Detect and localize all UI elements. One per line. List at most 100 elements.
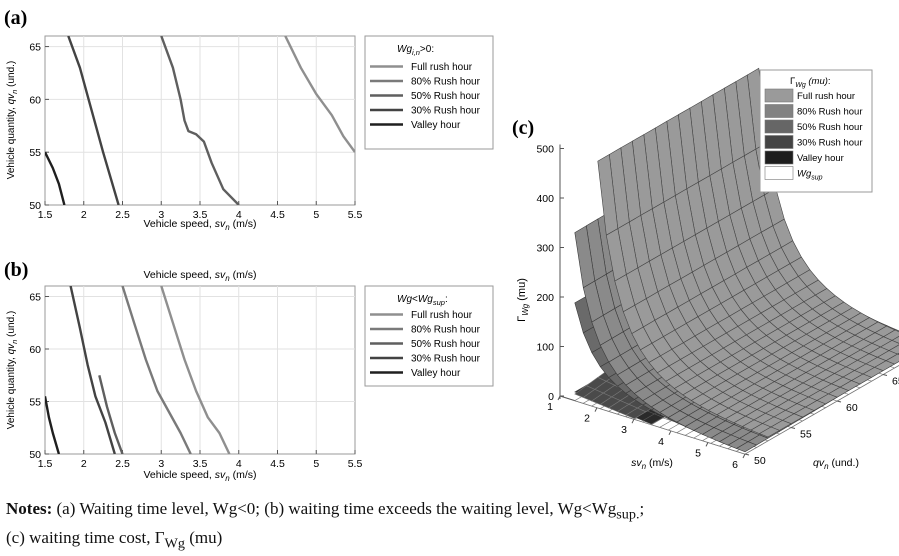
legend-b-title-wg2: Wg: [418, 294, 433, 305]
legend-entry: 80% Rush hour: [411, 325, 481, 336]
sv-tick-label: 3: [621, 424, 627, 436]
y-c-var: qv: [813, 457, 825, 469]
figure-notes: Notes: (a) Waiting time level, Wg<0; (b)…: [6, 497, 896, 556]
x-c-unit: (m/s): [646, 457, 673, 469]
legend-c-wg: Wg: [797, 169, 812, 180]
notes-b-sub: sup.: [616, 506, 639, 522]
legend-c-swatch: [765, 105, 793, 118]
sv-tick-mark: [595, 408, 597, 412]
y-tick-label: 50: [29, 200, 41, 212]
notes-c: (c) waiting time cost, Γ: [6, 528, 165, 547]
qv-tick-mark: [791, 428, 795, 429]
x-tick-label: 4.5: [270, 458, 285, 470]
qv-tick-label: 55: [800, 429, 812, 441]
legend-c-swatch: [765, 151, 793, 164]
y-tick-label: 60: [29, 94, 41, 106]
legend-c-entry: Valley hour: [797, 153, 844, 164]
x-axis-label-a: Vehicle speed, svn (m/s): [144, 218, 257, 232]
y-tick-label: 55: [29, 397, 41, 409]
x-tick-label: 5.5: [348, 209, 363, 221]
x-tick-label: 4.5: [270, 209, 285, 221]
x-label-unit-b: (m/s): [230, 469, 257, 481]
sv-tick-label: 4: [658, 436, 664, 448]
legend-a-title-rest: >0:: [420, 44, 434, 55]
x-tick-label: 2: [81, 209, 87, 221]
sv-tick-label: 2: [584, 413, 590, 425]
qv-tick-label: 60: [846, 402, 858, 414]
legend-a-title-wg: Wg: [397, 44, 412, 55]
y-tick-label: 60: [29, 344, 41, 356]
sv-tick-label: 6: [732, 459, 738, 471]
panel-c-label: (c): [512, 117, 534, 139]
y-axis-label-b: Vehicle quantity, qvn (und.): [6, 311, 19, 430]
x-tick-label: 5: [313, 458, 319, 470]
z-tick-label: 400: [536, 193, 554, 205]
x-tick-label: 2: [81, 458, 87, 470]
sv-tick-mark: [669, 431, 671, 435]
legend-b-title-sub: sup: [433, 298, 445, 307]
x-label-unit-a: (m/s): [230, 218, 257, 230]
legend-c-swatch: [765, 136, 793, 149]
y-tick-label: 65: [29, 292, 41, 304]
legend-entry: 50% Rush hour: [411, 91, 481, 102]
panel-c: (c) 01002003004005001234565055606570 ΓWg…: [512, 68, 899, 471]
notes-a: (a) Waiting time level, Wg<0;: [57, 499, 261, 518]
y-c-unit: (und.): [829, 457, 859, 469]
x-tick-label: 2.5: [115, 458, 130, 470]
legend-b-title-colon: :: [445, 294, 448, 305]
z-tick-label: 500: [536, 144, 554, 156]
x-axis-label-b: Vehicle speed, svn (m/s): [144, 469, 257, 483]
z-label-unit: (mu): [516, 278, 528, 304]
x-label-main-b: Vehicle speed,: [144, 469, 215, 481]
notes-b-end: ;: [640, 499, 645, 518]
y-axis-label-c: qvn (und.): [813, 457, 859, 471]
y-label-main-a: Vehicle quantity,: [6, 104, 17, 179]
legend-entry: Valley hour: [411, 368, 461, 379]
z-axis-label-c: ΓWg (mu): [516, 278, 530, 322]
panel-b-label: (b): [4, 259, 28, 281]
sv-tick-label: 1: [547, 401, 553, 413]
y-axis-label-a: Vehicle quantity, qvn (und.): [6, 61, 19, 180]
qv-tick-label: 65: [892, 376, 899, 388]
chart-b-title: Vehicle speed, svn (m/s): [144, 269, 257, 283]
sv-tick-mark: [632, 419, 634, 423]
legend-entry: 50% Rush hour: [411, 339, 481, 350]
z-tick-label: 300: [536, 243, 554, 255]
legend-c-sub: Wg: [795, 82, 806, 89]
sv-tick-mark: [743, 454, 745, 458]
notes-c-sub: Wg: [165, 536, 185, 552]
legend-b-title-wg: Wg: [397, 294, 412, 305]
y-label-main-b: Vehicle quantity,: [6, 354, 17, 429]
z-tick-label: 100: [536, 342, 554, 354]
notes-label: Notes:: [6, 499, 52, 518]
x-tick-label: 2.5: [115, 209, 130, 221]
legend-c-entry: 30% Rush hour: [797, 138, 862, 149]
y-tick-label: 50: [29, 449, 41, 461]
legend-c-colon: :: [828, 76, 831, 87]
sv-tick-label: 5: [695, 447, 701, 459]
sv-tick-mark: [706, 442, 708, 446]
legend-a-title-sub: i,n: [412, 48, 420, 57]
y-label-unit-a: (und.): [6, 61, 17, 90]
x-label-main-a: Vehicle speed,: [144, 218, 215, 230]
x-tick-label: 5: [313, 209, 319, 221]
legend-entry: 30% Rush hour: [411, 354, 481, 365]
y-label-unit-b: (und.): [6, 311, 17, 340]
legend-c-unit: (mu): [806, 76, 828, 87]
legend-c-entry: 80% Rush hour: [797, 107, 862, 118]
qv-tick-mark: [837, 401, 841, 402]
title-b-main: Vehicle speed,: [144, 269, 215, 281]
legend-c-entry: Full rush hour: [797, 91, 855, 102]
title-b-unit: (m/s): [230, 269, 257, 281]
legend-c-entry: 50% Rush hour: [797, 122, 862, 133]
qv-tick-label: 50: [754, 455, 766, 467]
qv-tick-mark: [745, 454, 749, 455]
qv-tick-mark: [883, 375, 887, 376]
notes-b: (b) waiting time exceeds the waiting lev…: [264, 499, 616, 518]
x-axis-label-c: svn (m/s): [631, 457, 673, 471]
